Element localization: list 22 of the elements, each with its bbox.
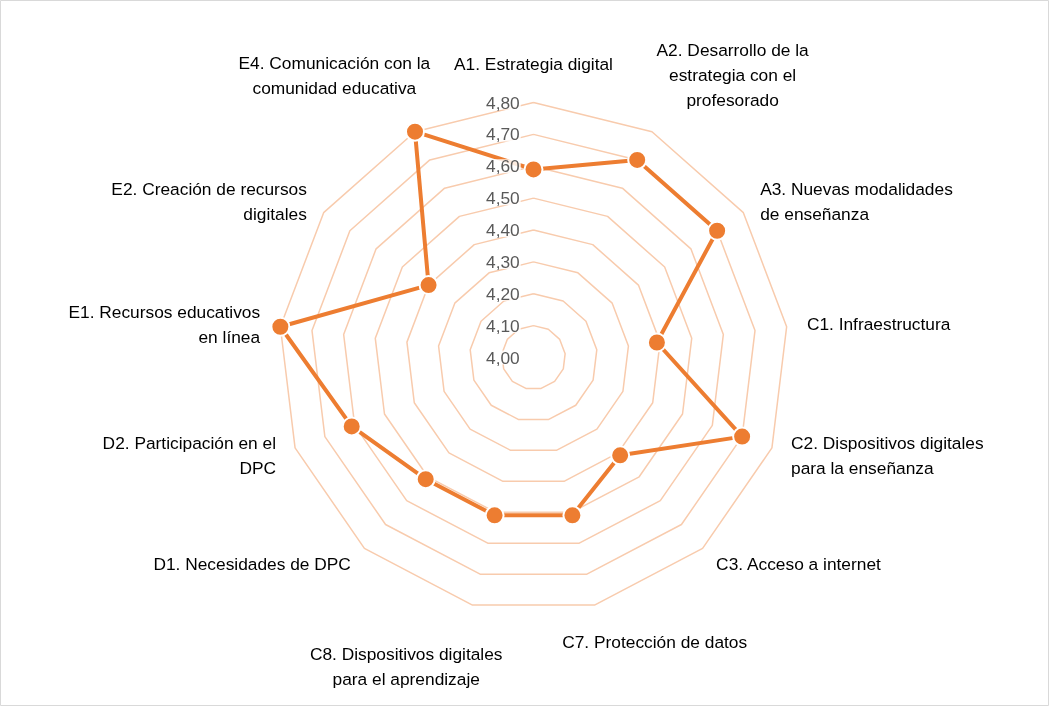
y-tick-label: 4,30 [486, 251, 520, 272]
spoke-label: E4. Comunicación con la comunidad educativa [238, 52, 431, 98]
y-tick-label: 4,20 [486, 283, 520, 304]
spoke-label: A1. Estrategia digital [454, 54, 613, 75]
y-tick-label: 4,10 [486, 315, 520, 336]
spoke-label: D2. Participación en el DPC [102, 432, 276, 478]
y-tick-label: 4,00 [486, 347, 520, 368]
spoke-label: C2. Dispositivos digitales para la enseñanza [791, 432, 984, 478]
spoke-label: C3. Acceso a internet [716, 553, 882, 574]
y-tick-label: 4,60 [486, 156, 520, 177]
spoke-label: E1. Recursos educativos en línea [68, 301, 261, 347]
spoke-label: A2. Desarrollo de la estrategia con el profesorado [656, 40, 810, 111]
y-tick-label: 4,70 [486, 124, 520, 145]
spoke-label: E2. Creación de recursos digitales [111, 178, 308, 224]
spoke-label: C1. Infraestructura [806, 314, 951, 335]
y-tick-label: 4,50 [486, 188, 520, 209]
spoke-label: C8. Dispositivos digitales para el aprendizaje [309, 644, 503, 690]
y-tick-label: 4,80 [486, 92, 520, 113]
spoke-label: A3. Nuevas modalidades de enseñanza [760, 178, 954, 224]
spoke-label: D1. Necesidades de DPC [153, 553, 351, 574]
y-tick-label: 4,40 [486, 220, 520, 240]
spoke-label: C7. Protección de datos [562, 632, 748, 653]
